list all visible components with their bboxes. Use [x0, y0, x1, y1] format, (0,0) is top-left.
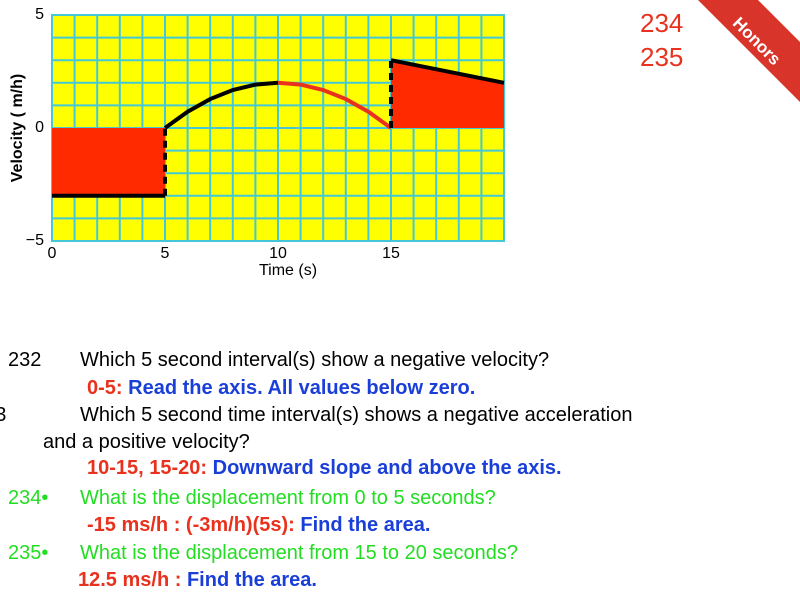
- answer-body: Read the axis. All values below zero.: [128, 377, 476, 399]
- x-tick-label: 5: [161, 245, 170, 262]
- answer: 10-15, 15-20: Downward slope and above t…: [87, 457, 562, 480]
- answer-body: Find the area.: [186, 569, 317, 591]
- question-number: 232: [8, 349, 42, 371]
- answer: -15 ms/h : (-3m/h)(5s): Find the area.: [87, 514, 430, 537]
- answer-head: -15 ms/h : (-3m/h)(5s):: [87, 514, 295, 536]
- answer: 0-5: Read the axis. All values below zer…: [87, 377, 475, 400]
- question-text: Which 5 second time interval(s) shows a …: [43, 404, 633, 453]
- question-number: 234•: [8, 487, 49, 509]
- y-tick-label: 0: [35, 119, 44, 136]
- question-text: Which 5 second interval(s) show a negati…: [80, 349, 550, 371]
- area: [52, 128, 165, 196]
- line: [163, 80, 279, 130]
- answer-body: Find the area.: [300, 514, 431, 536]
- answer-head: 12.5 ms/h :: [78, 569, 182, 591]
- chart: Time (s) Velocity ( m/h) 0 5 10 15−505 Honor…: [9, 0, 800, 279]
- x-tick-label: 0: [48, 245, 57, 262]
- answer-head: 0-5:: [87, 377, 123, 399]
- ribbon: [698, 0, 800, 102]
- question-text: What is the displacement from 0 to 5 sec…: [80, 487, 496, 509]
- answer: 12.5 ms/h : Find the area.: [78, 569, 317, 592]
- question-text: What is the displacement from 15 to 20 s…: [80, 542, 519, 564]
- x-tick-label: 15: [382, 245, 400, 262]
- y-axis-title: Velocity ( m/h): [9, 74, 26, 182]
- question: 234• What is the displacement from 0 to 5…: [8, 485, 496, 512]
- question: 233 Which 5 second time interval(s) shows…: [0, 402, 643, 456]
- corner-number: 235: [640, 42, 684, 72]
- question: 235• What is the displacement from 15 to …: [8, 540, 518, 567]
- y-tick-label: 5: [35, 6, 44, 23]
- corner-number: 234: [640, 8, 684, 38]
- question-number: 235•: [8, 542, 49, 564]
- answer-head: 10-15, 15-20:: [87, 457, 208, 479]
- corner-numbers: 234 235: [640, 6, 683, 74]
- question-number: 233: [0, 404, 7, 426]
- x-axis-title: Time (s): [259, 262, 317, 279]
- line: [277, 80, 393, 130]
- question: 232 Which 5 second interval(s) show a neg…: [8, 347, 549, 374]
- x-tick-label: 10: [269, 245, 287, 262]
- answer-body: Downward slope and above the axis.: [212, 457, 562, 479]
- y-tick-label: −5: [26, 232, 44, 249]
- line: [390, 58, 505, 85]
- area: [391, 60, 504, 129]
